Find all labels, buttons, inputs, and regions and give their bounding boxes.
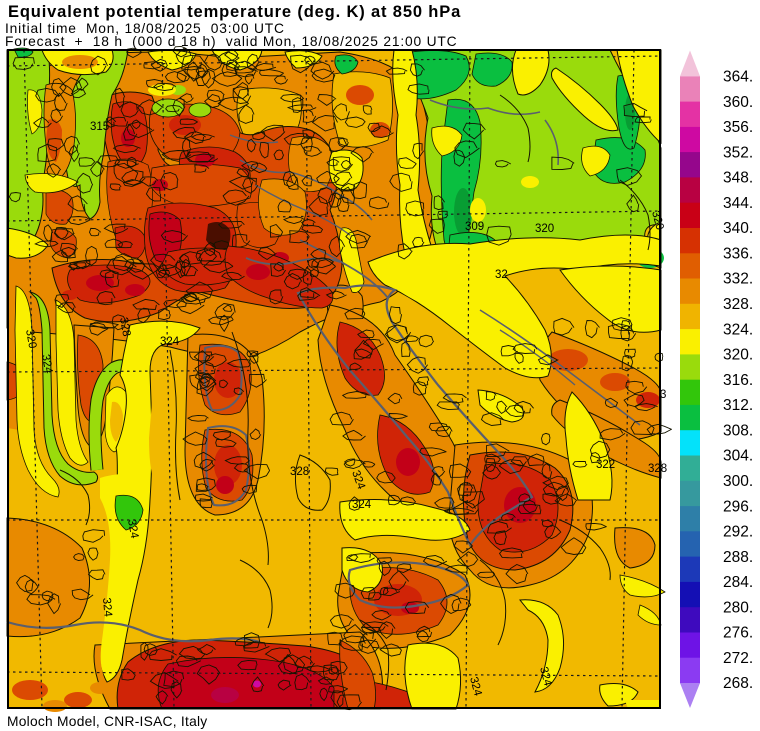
svg-text:324: 324 — [100, 597, 114, 618]
svg-text:296.: 296. — [723, 498, 753, 515]
svg-text:32: 32 — [495, 269, 508, 281]
svg-text:3: 3 — [660, 389, 666, 401]
svg-text:344.: 344. — [723, 195, 753, 212]
svg-text:328: 328 — [648, 463, 667, 475]
svg-text:308.: 308. — [723, 422, 753, 439]
svg-text:324: 324 — [39, 353, 54, 375]
svg-text:328.: 328. — [723, 296, 753, 313]
svg-text:332.: 332. — [723, 271, 753, 288]
svg-text:288.: 288. — [723, 549, 753, 566]
svg-text:268.: 268. — [723, 675, 753, 692]
svg-text:348.: 348. — [723, 170, 753, 187]
svg-text:320.: 320. — [723, 347, 753, 364]
svg-text:300.: 300. — [723, 473, 753, 490]
svg-text:320: 320 — [649, 210, 666, 232]
svg-text:276.: 276. — [723, 625, 753, 642]
svg-text:328: 328 — [290, 466, 309, 478]
svg-text:312.: 312. — [723, 397, 753, 414]
svg-text:356.: 356. — [723, 119, 753, 136]
svg-text:316.: 316. — [723, 372, 753, 389]
svg-text:324: 324 — [125, 518, 140, 540]
svg-text:324: 324 — [352, 499, 372, 511]
svg-text:292.: 292. — [723, 524, 753, 541]
svg-text:324: 324 — [537, 666, 554, 688]
svg-text:320: 320 — [535, 223, 554, 235]
svg-text:352.: 352. — [723, 144, 753, 161]
svg-text:309: 309 — [465, 221, 484, 233]
svg-text:360.: 360. — [723, 94, 753, 111]
svg-text:340.: 340. — [723, 220, 753, 237]
svg-text:322: 322 — [596, 459, 615, 471]
svg-text:280.: 280. — [723, 599, 753, 616]
svg-text:364.: 364. — [723, 69, 753, 86]
svg-text:324: 324 — [160, 336, 180, 348]
svg-text:324: 324 — [467, 676, 484, 698]
svg-text:272.: 272. — [723, 650, 753, 667]
svg-text:320: 320 — [23, 328, 38, 349]
svg-text:284.: 284. — [723, 574, 753, 591]
svg-text:304.: 304. — [723, 448, 753, 465]
svg-text:324.: 324. — [723, 321, 753, 338]
svg-text:336.: 336. — [723, 246, 753, 263]
svg-text:315: 315 — [90, 121, 109, 133]
